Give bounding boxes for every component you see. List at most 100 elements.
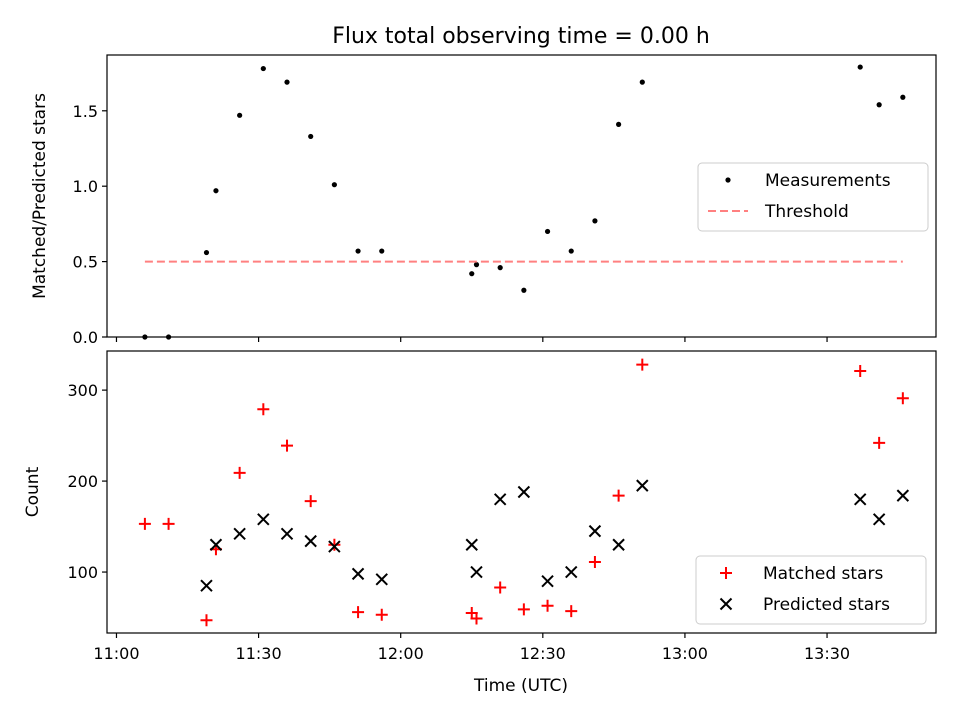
- data-point: [725, 177, 731, 183]
- data-point: [165, 334, 172, 340]
- data-point: [260, 65, 266, 72]
- x-tick-label: 13:30: [804, 644, 850, 663]
- data-point: [853, 493, 867, 506]
- y-tick-label: 1.0: [73, 177, 98, 196]
- legend-box: [697, 162, 929, 232]
- data-point: [854, 365, 867, 378]
- data-point: [521, 287, 527, 293]
- data-point: [200, 579, 213, 592]
- data-point: [612, 489, 625, 502]
- y-tick-label: 1.5: [73, 102, 98, 121]
- data-point: [308, 133, 314, 140]
- series-measurements: [142, 64, 906, 340]
- data-point: [328, 538, 341, 551]
- data-point: [517, 603, 530, 616]
- data-point: [857, 64, 863, 70]
- data-point: [720, 567, 732, 579]
- axes-frame: [106, 350, 937, 634]
- data-point: [517, 485, 531, 499]
- top-panel: 0.0 0.5 1.0 1.5 Matched/Predicted stars Measu…: [30, 54, 937, 347]
- data-point: [565, 565, 578, 579]
- y-tick-label: 0.5: [73, 253, 98, 272]
- y-tick-label: 100: [67, 563, 98, 582]
- legend-box: [695, 555, 927, 625]
- data-point: [588, 524, 602, 538]
- data-point: [379, 248, 385, 254]
- data-point: [200, 614, 213, 627]
- data-point: [233, 466, 246, 479]
- data-point: [541, 574, 554, 588]
- data-point: [257, 513, 270, 526]
- data-point: [257, 403, 270, 416]
- data-point: [465, 538, 478, 551]
- bottom-panel: 11:00 11:30 12:00 12:30 13:00 13:30 100 200 300 C…: [23, 350, 937, 663]
- data-point: [209, 538, 223, 551]
- axes-frame: [106, 54, 937, 338]
- data-point: [616, 121, 622, 127]
- data-point: [872, 513, 886, 526]
- data-point: [328, 540, 341, 553]
- legend-label: Matched stars: [763, 564, 883, 584]
- data-point: [497, 265, 503, 271]
- data-point: [351, 567, 365, 581]
- data-point: [592, 218, 598, 224]
- data-point: [568, 248, 574, 254]
- x-tick-label: 12:00: [378, 644, 424, 663]
- data-point: [639, 79, 645, 85]
- data-point: [636, 479, 649, 492]
- data-point: [544, 228, 551, 235]
- legend-label: Measurements: [765, 171, 891, 191]
- data-point: [541, 599, 554, 612]
- x-tick-label: 12:30: [520, 644, 566, 663]
- x-tick-label: 11:30: [236, 644, 282, 663]
- data-point: [213, 188, 219, 194]
- data-point: [375, 573, 388, 586]
- y-tick-label: 0.0: [73, 328, 98, 347]
- data-point: [473, 262, 480, 268]
- data-point: [873, 436, 886, 449]
- data-point: [138, 517, 151, 530]
- series-predicted-stars: [200, 479, 910, 592]
- data-point: [494, 581, 507, 594]
- data-point: [233, 527, 246, 541]
- data-point: [896, 489, 910, 502]
- legend: Matched stars Predicted stars: [695, 555, 927, 625]
- data-point: [719, 597, 733, 611]
- data-point: [900, 94, 906, 100]
- data-point: [636, 358, 649, 371]
- data-point: [876, 102, 882, 108]
- chart-title: Flux total observing time = 0.00 h: [332, 24, 710, 49]
- data-point: [203, 249, 210, 256]
- data-point: [352, 606, 365, 619]
- legend-label: Threshold: [764, 202, 849, 222]
- series-matched-stars: [138, 358, 909, 627]
- data-point: [281, 439, 294, 452]
- data-point: [162, 517, 175, 530]
- data-point: [237, 112, 243, 118]
- data-point: [896, 392, 909, 405]
- data-point: [304, 534, 317, 548]
- data-point: [331, 182, 337, 188]
- y-tick-label: 300: [67, 381, 98, 400]
- data-point: [470, 565, 483, 579]
- data-point: [588, 556, 601, 569]
- data-point: [355, 248, 361, 254]
- data-point: [612, 538, 625, 551]
- data-point: [142, 334, 148, 340]
- x-tick-label: 13:00: [662, 644, 708, 663]
- data-point: [284, 79, 290, 85]
- y-tick-label: 200: [67, 472, 98, 491]
- y-axis-label: Matched/Predicted stars: [30, 93, 50, 299]
- data-point: [280, 527, 294, 541]
- data-point: [304, 495, 317, 508]
- data-point: [470, 612, 483, 625]
- legend-label: Predicted stars: [763, 595, 890, 615]
- data-point: [375, 608, 388, 621]
- x-axis-label: Time (UTC): [473, 676, 568, 696]
- legend: Measurements Threshold: [697, 162, 929, 232]
- data-point: [493, 493, 507, 506]
- x-tick-label: 11:00: [93, 644, 139, 663]
- y-axis-label: Count: [23, 466, 43, 517]
- data-point: [469, 271, 475, 277]
